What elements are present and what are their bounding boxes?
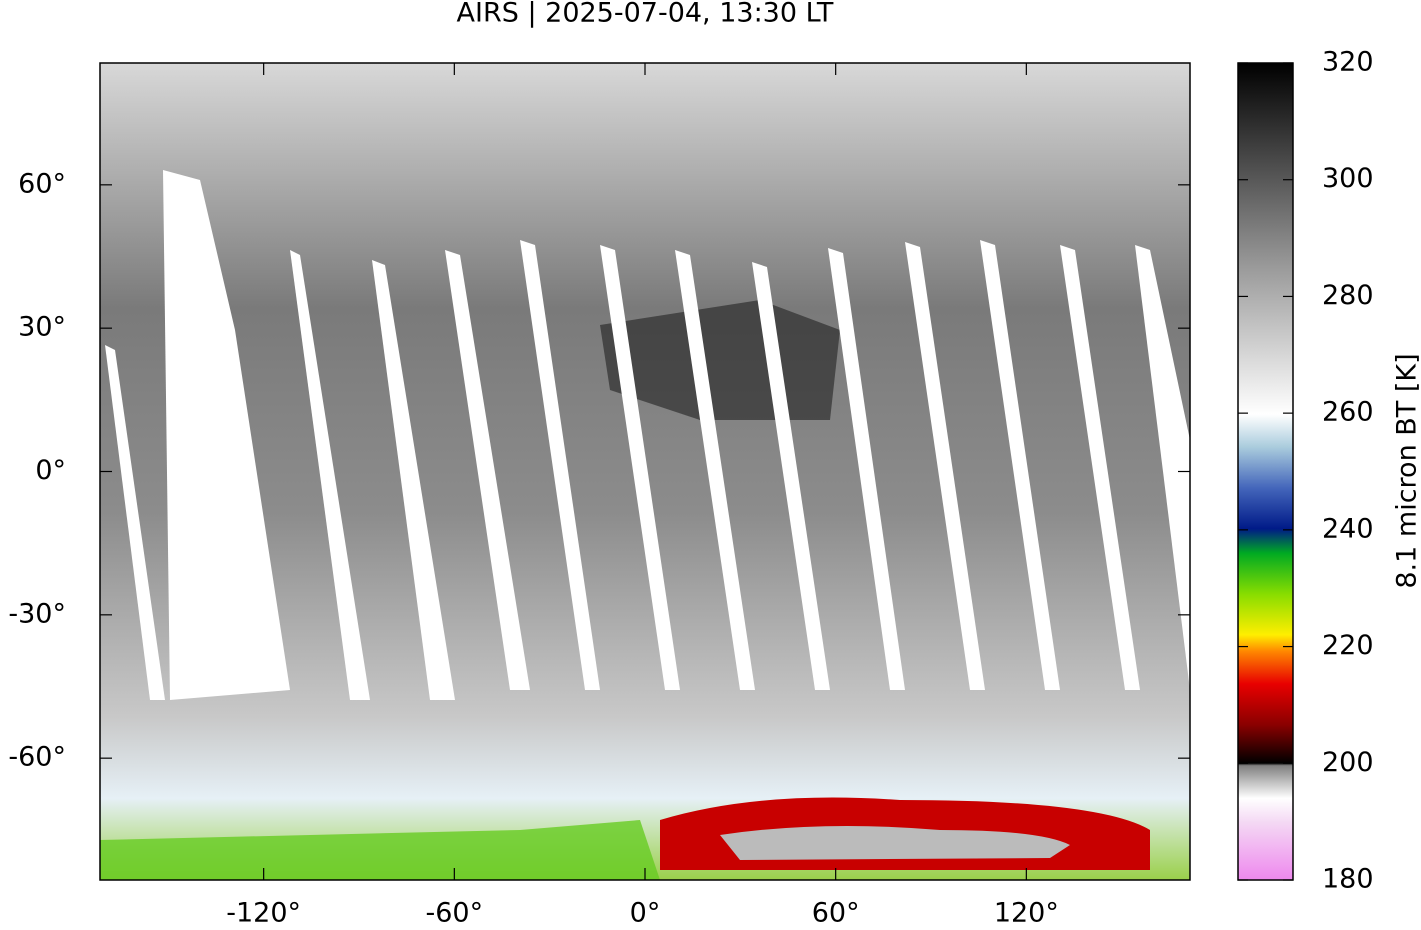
y-tick-label: 0°	[35, 455, 66, 486]
colorbar-label: 8.1 micron BT [K]	[1392, 353, 1421, 588]
y-tick-label: -30°	[8, 598, 66, 629]
map-image	[99, 62, 1191, 881]
x-tick-label: 60°	[812, 898, 860, 929]
x-tick-label: -60°	[426, 898, 484, 929]
x-tick-label: 120°	[994, 898, 1059, 929]
y-tick-label: 30°	[18, 312, 66, 343]
chart-title: AIRS | 2025-07-04, 13:30 LT	[457, 0, 834, 29]
colorbar-tick-label: 260	[1322, 397, 1374, 428]
colorbar	[1237, 62, 1294, 881]
x-tick-label: 0°	[630, 898, 661, 929]
colorbar-tick-label: 300	[1322, 163, 1374, 194]
colorbar-tick-label: 240	[1322, 513, 1374, 544]
y-tick-label: 60°	[18, 168, 66, 199]
y-tick-label: -60°	[8, 742, 66, 773]
x-tick-label: -120°	[226, 898, 301, 929]
colorbar-tick-label: 280	[1322, 280, 1374, 311]
colorbar-tick-label: 180	[1322, 864, 1374, 895]
colorbar-tick-label: 200	[1322, 747, 1374, 778]
colorbar-tick-label: 320	[1322, 47, 1374, 78]
colorbar-tick-label: 220	[1322, 630, 1374, 661]
